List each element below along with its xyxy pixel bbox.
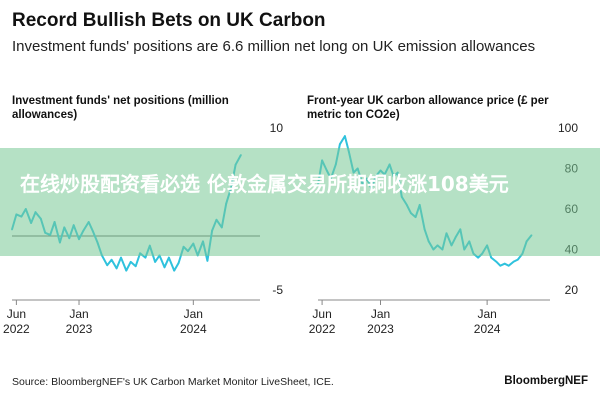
left-ytick-label: 10 [270,121,284,135]
left-ytick-label: -5 [272,283,283,297]
right-xtick-label: Jun [312,307,331,321]
right-data-point [490,256,493,259]
left-panel-title: Investment funds' net positions (million… [12,95,229,121]
right-xtick-label: 2024 [474,322,501,336]
left-data-point [154,261,157,263]
right-panel-title: Front-year UK carbon allowance price (£ … [307,95,549,121]
right-ytick-label: 100 [558,121,578,135]
right-ytick-label: 20 [565,283,579,297]
source-note: Source: BloombergNEF's UK Carbon Market … [12,376,334,388]
right-data-point [516,258,519,261]
right-data-point [503,262,506,265]
right-data-point [499,264,502,267]
right-xtick-label: 2023 [367,322,394,336]
right-xtick-label: Jan [477,307,496,321]
left-xtick-label: Jan [184,307,203,321]
right-data-point [512,260,515,263]
right-data-point [495,260,498,263]
left-data-point [177,262,180,264]
right-data-point [507,264,510,267]
brand-logo: BloombergNEF [504,375,588,387]
left-data-point [115,267,118,270]
left-xtick-label: 2024 [180,322,207,336]
left-data-point [163,266,166,269]
left-data-point [168,256,170,259]
right-xtick-label: 2022 [309,322,336,336]
left-xtick-label: 2022 [3,322,30,336]
right-xtick-label: Jan [371,307,390,321]
right-data-point [344,135,346,138]
right-data-point [339,143,341,146]
left-data-point [125,269,128,272]
promo-banner-text: 在线炒股配资看必选 伦敦金属交易所期铜收涨108美元 [20,172,509,196]
left-data-point [110,258,113,261]
left-data-point [206,259,209,262]
left-data-point [129,261,132,263]
left-xtick-label: Jan [69,307,88,321]
left-data-point [144,256,147,259]
chart-title: Record Bullish Bets on UK Carbon [12,10,326,31]
left-xtick-label: 2023 [66,322,93,336]
right-data-point [477,256,479,259]
left-data-point [120,256,122,259]
chart-subtitle: Investment funds' positions are 6.6 mill… [12,38,536,55]
left-data-point [106,264,109,267]
left-xtick-label: Jun [7,307,26,321]
left-data-point [173,269,176,272]
left-data-point [134,265,137,268]
promo-banner[interactable]: 在线炒股配资看必选 伦敦金属交易所期铜收涨108美元 [0,148,600,256]
